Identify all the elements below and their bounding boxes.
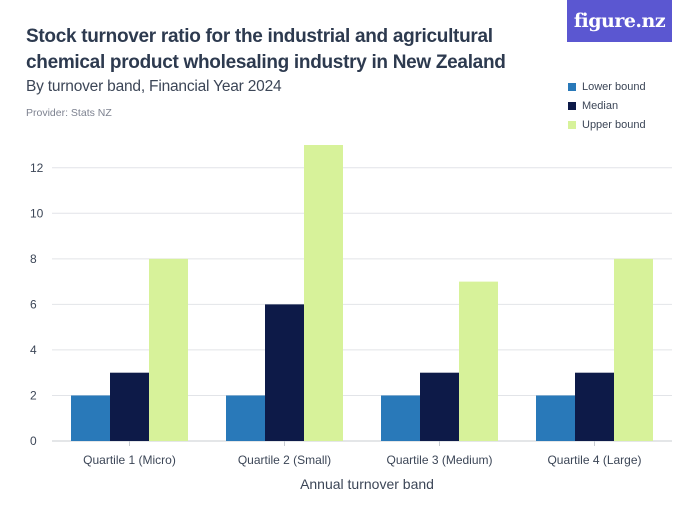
bar-upper-bound [614, 258, 653, 441]
y-tick-label: 4 [30, 343, 37, 357]
bar-median [110, 372, 149, 441]
x-tick-label: Quartile 4 (Large) [547, 453, 641, 467]
bar-upper-bound [304, 145, 343, 441]
bar-median [575, 372, 614, 441]
legend-label-median: Median [582, 99, 619, 112]
bar-lower-bound [71, 395, 110, 441]
figure-nz-logo[interactable]: figure.nz [567, 0, 672, 42]
legend-label-lower: Lower bound [582, 80, 646, 93]
x-tick-label: Quartile 2 (Small) [238, 453, 331, 467]
y-tick-label: 10 [30, 206, 44, 220]
bar-lower-bound [536, 395, 575, 441]
bar-lower-bound [226, 395, 265, 441]
y-tick-label: 2 [30, 388, 37, 402]
y-tick-label: 0 [30, 434, 37, 448]
legend-item-median: Median [568, 96, 646, 115]
bar-median [420, 372, 459, 441]
legend-swatch-median [568, 101, 576, 110]
x-tick-label: Quartile 1 (Micro) [83, 453, 176, 467]
legend-swatch-lower [568, 82, 576, 91]
legend-item-upper: Upper bound [568, 115, 646, 134]
y-tick-label: 8 [30, 252, 37, 266]
bar-median [265, 304, 304, 441]
legend-item-lower: Lower bound [568, 77, 646, 96]
provider-label: Provider: Stats NZ [26, 107, 112, 119]
legend-swatch-upper [568, 120, 576, 129]
bar-upper-bound [459, 281, 498, 441]
y-tick-label: 12 [30, 161, 44, 175]
x-axis-title: Annual turnover band [300, 476, 434, 492]
chart-legend: Lower bound Median Upper bound [568, 77, 646, 134]
legend-label-upper: Upper bound [582, 118, 646, 131]
x-tick-label: Quartile 3 (Medium) [386, 453, 492, 467]
bar-lower-bound [381, 395, 420, 441]
chart-subtitle: By turnover band, Financial Year 2024 [26, 78, 282, 95]
bar-upper-bound [149, 258, 188, 441]
y-tick-label: 6 [30, 297, 37, 311]
chart-title: Stock turnover ratio for the industrial … [26, 26, 506, 73]
